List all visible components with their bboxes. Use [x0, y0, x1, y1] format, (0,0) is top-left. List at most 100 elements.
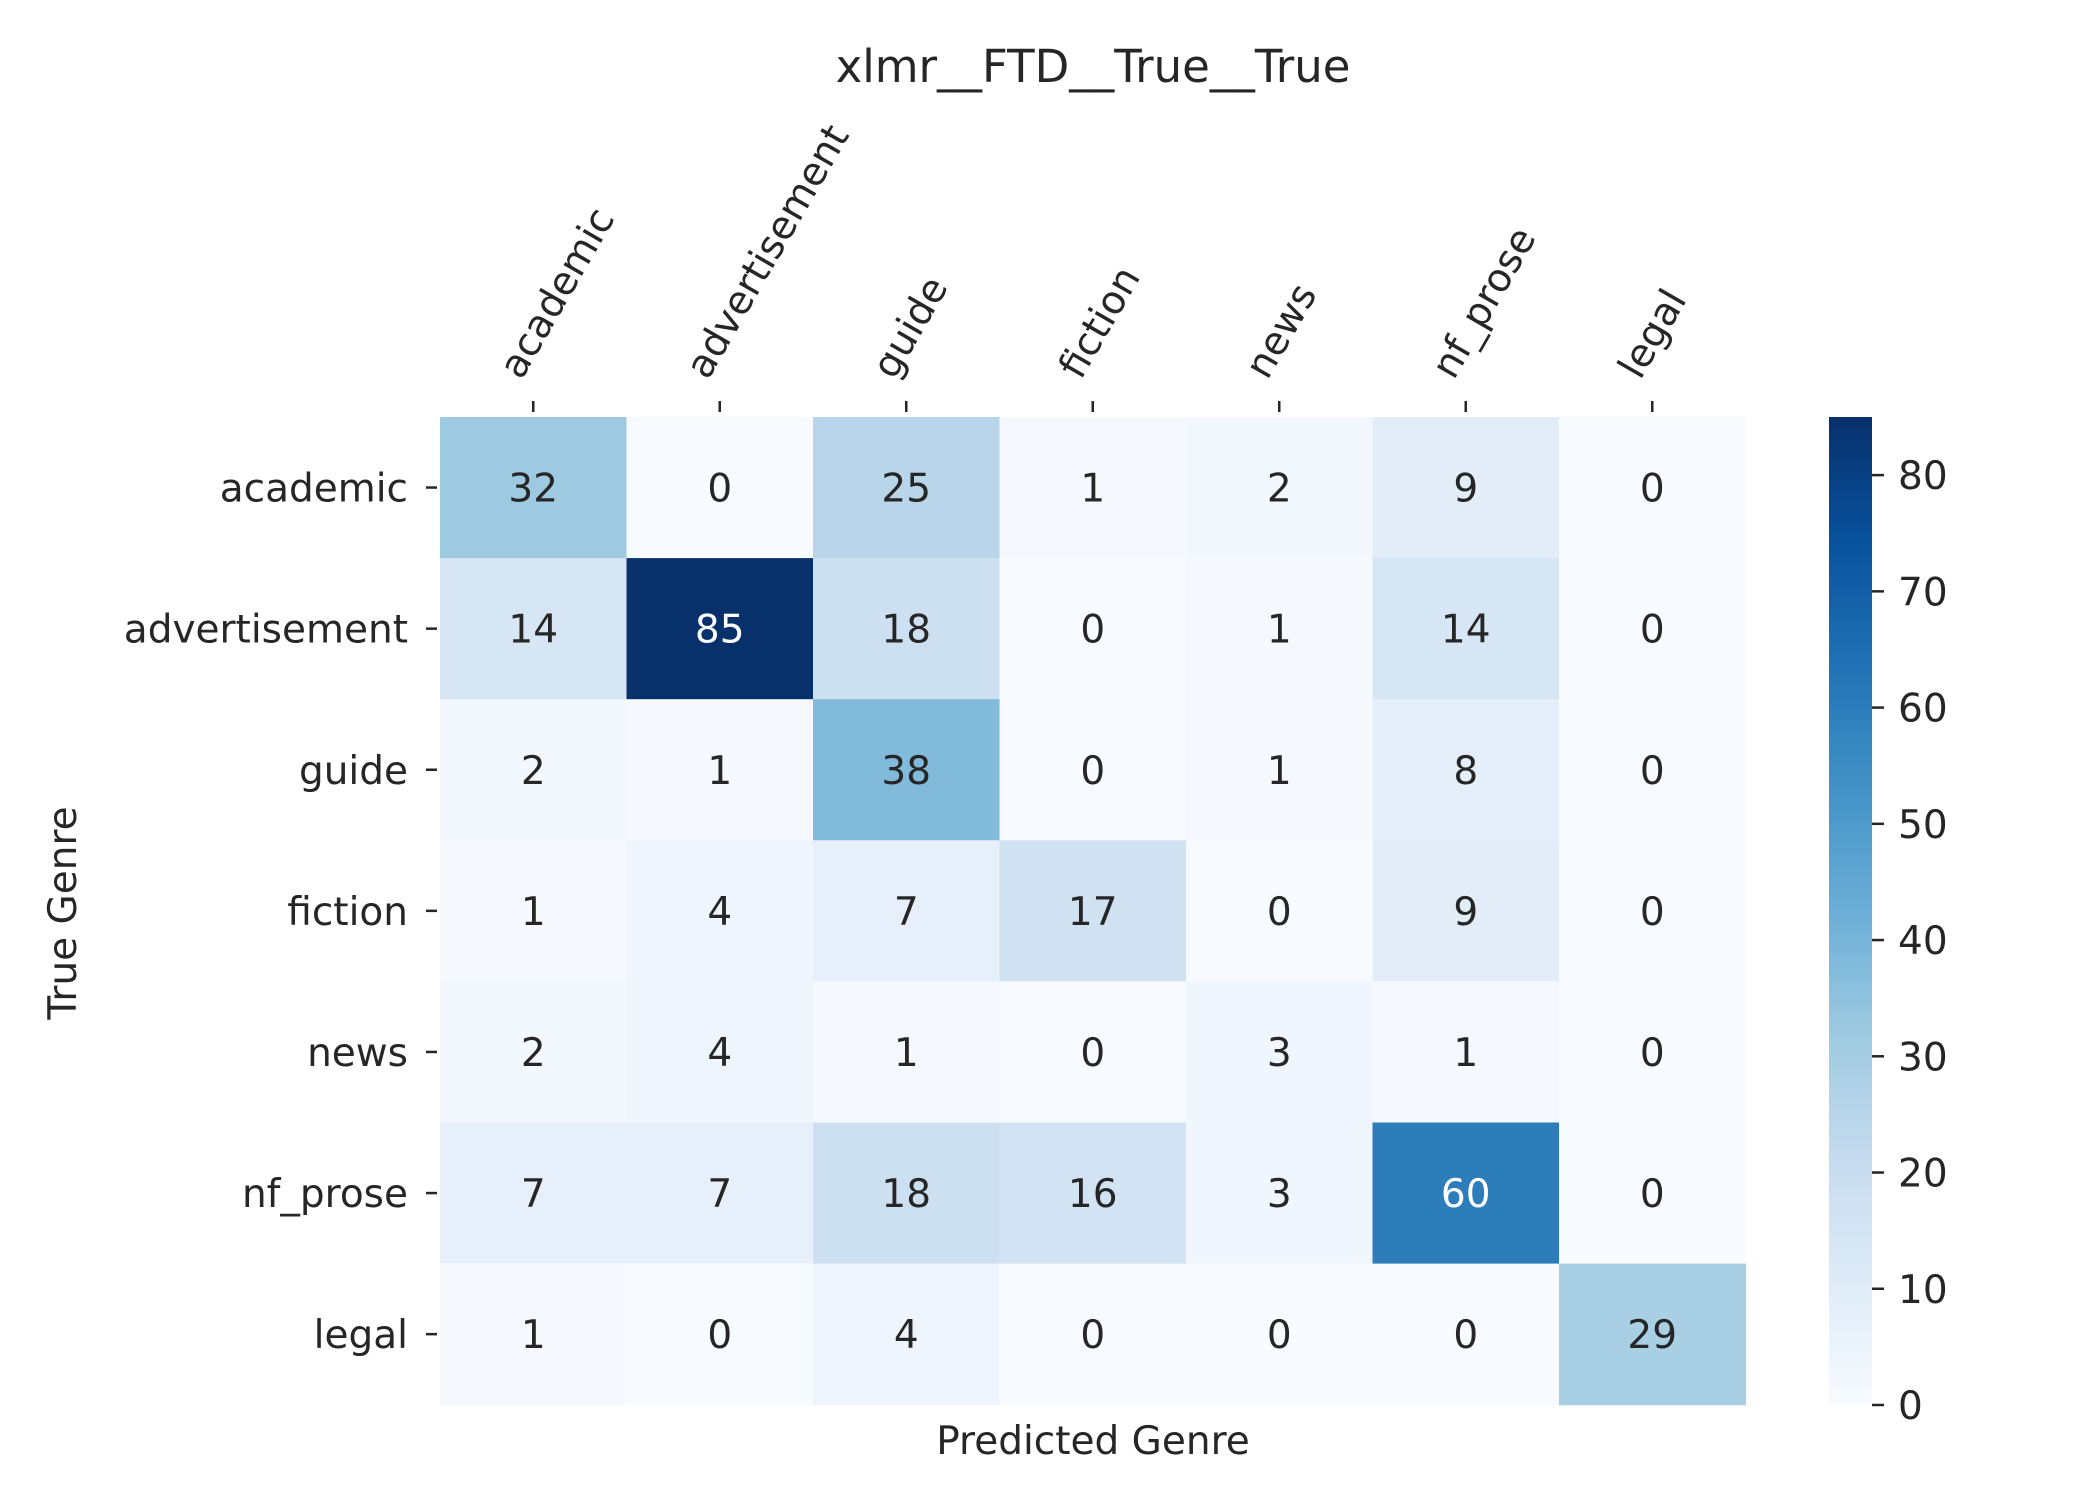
x-axis-label: Predicted Genre: [936, 1419, 1250, 1464]
y-tick-label: fiction: [287, 890, 408, 935]
cell-value-label: 18: [881, 608, 931, 653]
heatmap-cell: [440, 558, 628, 700]
heatmap-cell: [440, 699, 628, 841]
heatmap-cell: [1372, 981, 1560, 1124]
heatmap-cell: [1372, 558, 1560, 700]
cell-value-label: 85: [695, 608, 745, 653]
cell-value-label: 0: [707, 1313, 732, 1358]
heatmap-cell: [999, 417, 1187, 559]
heatmap-cell: [999, 1122, 1187, 1265]
heatmap-cell: [1372, 840, 1560, 982]
chart-title: xlmr__FTD__True__True: [836, 40, 1351, 93]
cell-value-label: 1: [707, 749, 732, 794]
cell-value-label: 0: [1640, 890, 1665, 935]
cell-value-label: 8: [1453, 749, 1478, 794]
cell-value-label: 7: [521, 1172, 546, 1217]
cell-value-label: 0: [1640, 608, 1665, 653]
cell-value-label: 0: [707, 467, 732, 512]
cell-value-label: 1: [894, 1031, 919, 1076]
heatmap-cell: [813, 981, 1001, 1124]
cell-value-label: 2: [1267, 467, 1292, 512]
cell-value-label: 14: [508, 608, 558, 653]
heatmap-cell: [1186, 981, 1374, 1124]
heatmap-cell: [999, 1263, 1187, 1406]
heatmap-cell: [1186, 417, 1374, 559]
heatmap-cell: [626, 1122, 814, 1265]
colorbar: [1829, 417, 1872, 1405]
cell-value-label: 0: [1267, 890, 1292, 935]
heatmap-cell: [999, 699, 1187, 841]
cell-value-label: 3: [1267, 1172, 1292, 1217]
heatmap-cell: [440, 1122, 628, 1265]
colorbar-tick-label: 30: [1898, 1035, 1948, 1080]
y-axis-ticks: academic advertisement guide fiction news nf_…: [124, 467, 437, 1358]
heatmap-cell: [813, 558, 1001, 700]
cell-value-label: 9: [1453, 890, 1478, 935]
cell-value-label: 0: [1080, 608, 1105, 653]
heatmap-cell: [1559, 840, 1747, 982]
heatmap-cell: [1372, 699, 1560, 841]
heatmap-cells: [440, 417, 1747, 1406]
cell-value-label: 32: [508, 467, 558, 512]
colorbar-tick-label: 0: [1898, 1384, 1923, 1429]
cell-value-label: 17: [1068, 890, 1118, 935]
heatmap-cell: [813, 1122, 1001, 1265]
cell-value-label: 25: [881, 467, 931, 512]
cell-value-label: 1: [521, 1313, 546, 1358]
heatmap-cell: [1372, 1122, 1560, 1265]
y-axis-label: True Genre: [41, 806, 86, 1020]
cell-annotations: 32 0 25 1 2 9 014 85 18 0 1 14 02 1 38 0 1 8 01 4 7 17 0 9 02 4 1 0…: [508, 467, 1677, 1359]
heatmap-cell: [999, 840, 1187, 982]
heatmap-cell: [1372, 1263, 1560, 1406]
cell-value-label: 4: [707, 890, 732, 935]
heatmap-cell: [1186, 1122, 1374, 1265]
heatmap-cell: [626, 417, 814, 559]
heatmap-cell: [1559, 1263, 1747, 1406]
heatmap-cell: [813, 1263, 1001, 1406]
cell-value-label: 2: [521, 749, 546, 794]
y-tick-label: academic: [220, 467, 408, 512]
cell-value-label: 29: [1627, 1313, 1677, 1358]
cell-value-label: 0: [1640, 749, 1665, 794]
heatmap-cell: [813, 699, 1001, 841]
y-tick-label: guide: [299, 749, 408, 794]
cell-value-label: 0: [1080, 749, 1105, 794]
heatmap-cell: [440, 417, 628, 559]
cell-value-label: 0: [1080, 1313, 1105, 1358]
heatmap-cell: [440, 840, 628, 982]
cell-value-label: 2: [521, 1031, 546, 1076]
heatmap-cell: [999, 558, 1187, 700]
cell-value-label: 60: [1441, 1172, 1491, 1217]
cell-value-label: 7: [894, 890, 919, 935]
colorbar-tick-label: 60: [1898, 687, 1948, 732]
colorbar-tick-label: 50: [1898, 803, 1948, 848]
cell-value-label: 4: [894, 1313, 919, 1358]
y-tick-label: nf_prose: [242, 1172, 408, 1217]
heatmap-cell: [1186, 840, 1374, 982]
heatmap-cell: [1186, 558, 1374, 700]
heatmap-cell: [626, 1263, 814, 1406]
heatmap-cell: [440, 981, 628, 1124]
cell-value-label: 18: [881, 1172, 931, 1217]
cell-value-label: 1: [1267, 608, 1292, 653]
cell-value-label: 0: [1267, 1313, 1292, 1358]
cell-value-label: 16: [1068, 1172, 1118, 1217]
cell-value-label: 9: [1453, 467, 1478, 512]
cell-value-label: 7: [707, 1172, 732, 1217]
y-tick-label: advertisement: [124, 608, 408, 653]
cell-value-label: 0: [1080, 1031, 1105, 1076]
heatmap-cell: [1559, 558, 1747, 700]
heatmap-cell: [440, 1263, 628, 1406]
cell-value-label: 0: [1640, 1172, 1665, 1217]
cell-value-label: 14: [1441, 608, 1491, 653]
heatmap-cell: [626, 699, 814, 841]
cell-value-label: 4: [707, 1031, 732, 1076]
heatmap-cell: [1559, 981, 1747, 1124]
cell-value-label: 1: [1453, 1031, 1478, 1076]
colorbar-tick-label: 70: [1898, 570, 1948, 615]
y-tick-label: legal: [314, 1313, 408, 1358]
cell-value-label: 1: [1267, 749, 1292, 794]
heatmap-cell: [1559, 1122, 1747, 1265]
heatmap-cell: [1372, 417, 1560, 559]
